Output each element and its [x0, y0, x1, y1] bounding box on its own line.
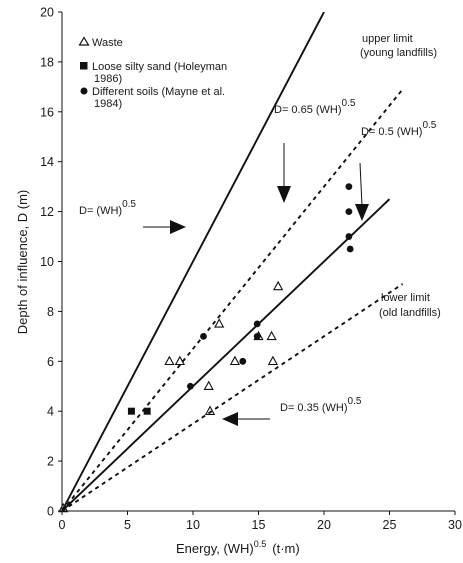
- legend-label-waste: Waste: [92, 37, 123, 49]
- point-different-soils: [239, 357, 247, 365]
- line-label-d-wh: D= (WH)0.5: [79, 199, 136, 217]
- x-axis-title-unit: (t·m): [272, 541, 299, 556]
- data-points: [58, 183, 354, 513]
- line-label-d-035-sup: 0.5: [348, 396, 362, 407]
- legend-marker-loose-silty-sand: [80, 62, 88, 70]
- line-label-d-065: D= 0.65 (WH)0.5: [274, 98, 356, 116]
- x-tick-label: 20: [317, 518, 331, 532]
- x-axis-title-main: Energy, (WH): [176, 541, 254, 556]
- legend-marker-waste: [78, 36, 90, 46]
- point-waste: [203, 380, 214, 391]
- y-tick-label: 6: [47, 355, 54, 369]
- line-label-d-05-main: D= 0.5 (WH): [361, 126, 422, 138]
- annotation-lower-limit-line2: (old landfills): [379, 307, 441, 319]
- annotations: upper limit (young landfills) lower limi…: [79, 33, 441, 426]
- line-label-d-wh-main: D= (WH): [79, 205, 122, 217]
- line-label-d-05: D= 0.5 (WH)0.5: [361, 120, 437, 138]
- point-different-soils: [345, 233, 353, 240]
- y-tick-label: 8: [47, 305, 54, 319]
- x-tick-label: 15: [252, 518, 266, 532]
- arrow-d-05-shaft: [359, 162, 363, 207]
- annotation-lower-limit: lower limit: [381, 292, 430, 304]
- legend-label-different-soils-line2: 1984): [94, 98, 122, 110]
- reference-line-2: [62, 198, 391, 511]
- x-axis-title: Energy, (WH)0.5 (t·m): [176, 539, 300, 556]
- y-axis-title: Depth of influence, D (m): [15, 190, 30, 335]
- legend-label-different-soils: Different soils (Mayne et al.: [92, 86, 225, 98]
- arrow-d-05-head: [355, 204, 369, 221]
- line-label-d-065-sup: 0.5: [342, 98, 356, 109]
- y-tick-label: 18: [40, 55, 54, 69]
- point-waste: [204, 405, 216, 415]
- point-different-soils: [186, 382, 194, 390]
- arrow-d-065-head: [277, 186, 291, 203]
- point-waste: [214, 318, 225, 328]
- x-tick-label: 10: [186, 518, 200, 532]
- annotation-upper-limit-line2: (young landfills): [360, 47, 437, 59]
- point-different-soils: [200, 332, 207, 340]
- x-axis-title-superscript: 0.5: [254, 539, 267, 549]
- legend-label-loose-silty-sand: Loose silty sand (Holeyman: [92, 61, 227, 73]
- point-waste: [174, 355, 186, 366]
- x-tick-label: 5: [124, 518, 131, 532]
- legend-marker-different-soils: [80, 87, 88, 95]
- y-tick-label: 4: [47, 405, 54, 419]
- reference-lines: [62, 12, 404, 511]
- point-waste: [266, 330, 277, 341]
- arrow-d-wh-head: [170, 220, 186, 234]
- point-different-soils: [253, 320, 261, 328]
- line-label-d-065-main: D= 0.65 (WH): [274, 104, 342, 116]
- x-tick-label: 25: [383, 518, 397, 532]
- y-tick-label: 10: [40, 255, 54, 269]
- x-tick-label: 0: [59, 518, 66, 532]
- point-different-soils: [346, 245, 354, 253]
- y-tick-label: 0: [47, 505, 54, 519]
- point-loose-silty-sand: [143, 407, 151, 415]
- x-tick-label: 30: [448, 518, 462, 532]
- line-label-d-035: D= 0.35 (WH)0.5: [280, 396, 362, 414]
- point-different-soils: [345, 208, 353, 216]
- y-tick-label: 14: [40, 155, 54, 169]
- legend-label-loose-silty-sand-line2: 1986): [94, 73, 122, 85]
- point-waste: [229, 355, 241, 366]
- point-different-soils: [253, 332, 261, 340]
- y-tick-label: 16: [40, 105, 54, 119]
- legend: Waste Loose silty sand (Holeyman 1986) D…: [78, 36, 227, 110]
- line-label-d-05-sup: 0.5: [422, 120, 436, 131]
- line-label-d-035-main: D= 0.35 (WH): [280, 402, 348, 414]
- point-waste: [164, 355, 175, 366]
- y-tick-label: 12: [40, 205, 54, 219]
- point-waste: [273, 280, 284, 291]
- reference-line-0: [62, 12, 325, 511]
- line-label-d-wh-sup: 0.5: [122, 199, 136, 210]
- annotation-upper-limit: upper limit: [362, 33, 413, 45]
- point-waste: [58, 502, 69, 513]
- y-tick-label: 20: [40, 6, 54, 20]
- arrow-d-035-head: [222, 412, 238, 426]
- axes: 0 5 10 15 20 25 30 0 2 4 6 8 10 12 14 16 18 20: [40, 6, 462, 533]
- point-different-soils: [345, 183, 353, 191]
- reference-line-1: [62, 88, 404, 511]
- point-loose-silty-sand: [127, 407, 135, 415]
- point-waste: [267, 355, 279, 366]
- y-tick-label: 2: [47, 455, 54, 469]
